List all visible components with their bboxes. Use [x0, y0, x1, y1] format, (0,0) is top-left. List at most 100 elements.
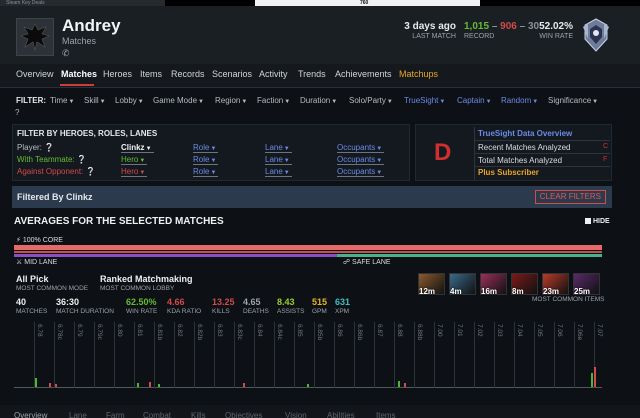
item-time: 23m	[543, 287, 560, 296]
subtab-farm[interactable]: Farm	[106, 411, 125, 418]
tab-overview[interactable]: Overview	[16, 69, 54, 79]
subtab-vision[interactable]: Vision	[285, 411, 307, 418]
filter-random-label: Random	[501, 96, 532, 105]
match-mark[interactable]	[148, 382, 151, 387]
filter-captain[interactable]: Captain▼	[457, 96, 492, 105]
subtab-overview[interactable]: Overview	[14, 411, 47, 418]
match-mark[interactable]	[403, 383, 406, 387]
tab-heroes[interactable]: Heroes	[103, 69, 133, 79]
core-bar	[14, 245, 602, 250]
core-percent: 100% CORE	[22, 237, 63, 244]
match-mark[interactable]	[242, 383, 245, 387]
plus-subscriber-link[interactable]: Plus Subscriber	[478, 168, 539, 177]
filter-time[interactable]: Time▼	[50, 96, 74, 105]
top-strip-left-tab[interactable]: Steam Key Deals	[0, 0, 165, 6]
subtab-items[interactable]: Items	[376, 411, 396, 418]
match-mark[interactable]	[157, 384, 160, 387]
filter-faction[interactable]: Faction▼	[257, 96, 290, 105]
filter-lobby[interactable]: Lobby▼	[115, 96, 144, 105]
tab-matchups[interactable]: Matchups	[399, 69, 439, 79]
filter-duration-label: Duration	[300, 96, 331, 105]
phone-icon[interactable]: ✆	[62, 48, 70, 58]
tab-scenarios[interactable]: Scenarios	[212, 69, 253, 79]
subtab-kills[interactable]: Kills	[191, 411, 206, 418]
tab-trends[interactable]: Trends	[298, 69, 326, 79]
teammate-hero-dropdown[interactable]: Hero▼	[121, 155, 148, 165]
help-icon[interactable]: ❔	[76, 155, 87, 164]
opponent-lane-dropdown[interactable]: Lane▼	[265, 167, 292, 177]
teammate-occupants-value: Occupants	[337, 155, 376, 164]
hero-filter-title: FILTER BY HEROES, ROLES, LANES	[17, 129, 158, 138]
opponent-role-dropdown[interactable]: Role▼	[193, 167, 219, 177]
match-mark[interactable]	[137, 383, 140, 387]
avg-stat-label: WIN RATE	[126, 308, 158, 315]
opponent-hero-dropdown[interactable]: Hero▼	[121, 167, 148, 177]
subtab-objectives[interactable]: Objectives	[225, 411, 263, 418]
match-subnav: Overview Lane Farm Combat Kills Objectives Vis…	[0, 405, 640, 418]
item-icon[interactable]	[449, 273, 476, 295]
record-sep-2: –	[519, 21, 526, 32]
tab-matches[interactable]: Matches	[61, 69, 98, 79]
subtab-abilities[interactable]: Abilities	[327, 411, 355, 418]
help-icon[interactable]: ?	[15, 108, 20, 117]
chevron-down-icon: ▼	[485, 99, 492, 105]
tab-records[interactable]: Records	[171, 69, 205, 79]
avatar[interactable]	[16, 18, 54, 56]
opponent-occupants-dropdown[interactable]: Occupants▼	[337, 167, 385, 177]
player-occupants-dropdown[interactable]: Occupants▼	[337, 143, 385, 153]
match-mark[interactable]	[307, 384, 309, 387]
filter-significance[interactable]: Significance▼	[548, 96, 598, 105]
match-mark[interactable]	[591, 373, 594, 387]
match-mark[interactable]	[34, 378, 37, 387]
avg-stat-assists: 8.43 ASSISTS	[277, 297, 304, 315]
patch-label: 7.05	[536, 324, 543, 337]
hide-button[interactable]: HIDE	[585, 218, 610, 225]
chevron-down-icon: ▼	[331, 99, 338, 105]
item-icon[interactable]	[573, 273, 600, 295]
subtab-lane[interactable]: Lane	[69, 411, 87, 418]
top-strip-right-tab[interactable]: 760	[255, 0, 480, 6]
match-mark[interactable]	[55, 384, 58, 387]
subtab-combat[interactable]: Combat	[143, 411, 172, 418]
avg-stat-win-rate: 62.50% WIN RATE	[126, 297, 157, 315]
filter-truesight[interactable]: TrueSight▼	[404, 96, 445, 105]
tab-items[interactable]: Items	[140, 69, 163, 79]
item-icon[interactable]	[418, 273, 445, 295]
filter-duration[interactable]: Duration▼	[300, 96, 337, 105]
filter-game-mode[interactable]: Game Mode▼	[153, 96, 204, 105]
filter-skill[interactable]: Skill▼	[84, 96, 106, 105]
chevron-down-icon: ▼	[210, 170, 217, 176]
teammate-lane-dropdown[interactable]: Lane▼	[265, 155, 292, 165]
patch-line	[574, 322, 575, 388]
patch-line	[314, 322, 315, 388]
player-role-dropdown[interactable]: Role▼	[193, 143, 219, 153]
filter-solo-party[interactable]: Solo/Party▼	[349, 96, 393, 105]
item-icon[interactable]	[542, 273, 569, 295]
player-hero-value: Clinkz	[121, 143, 145, 152]
filter-random[interactable]: Random▼	[501, 96, 538, 105]
teammate-occupants-dropdown[interactable]: Occupants▼	[337, 155, 385, 165]
item-icon[interactable]	[511, 273, 538, 295]
help-icon[interactable]: ❔	[44, 143, 55, 152]
truesight-title[interactable]: TrueSight Data Overview	[478, 129, 573, 138]
tab-activity[interactable]: Activity	[259, 69, 288, 79]
avg-stat-label: ASSISTS	[277, 308, 305, 315]
avg-stat-label: XPM	[335, 308, 350, 315]
player-hero-dropdown[interactable]: Clinkz▼	[121, 143, 154, 153]
tab-achievements[interactable]: Achievements	[335, 69, 392, 79]
match-mark[interactable]	[594, 367, 597, 387]
truesight-separator	[474, 140, 610, 141]
rank-medal-icon[interactable]	[581, 17, 611, 55]
chevron-down-icon: ▼	[376, 158, 383, 164]
teammate-role-dropdown[interactable]: Role▼	[193, 155, 219, 165]
chevron-down-icon: ▼	[210, 158, 217, 164]
player-lane-dropdown[interactable]: Lane▼	[265, 143, 292, 153]
help-icon[interactable]: ❔	[85, 167, 96, 176]
clear-filters-button[interactable]: CLEAR FILTERS	[534, 190, 606, 204]
item-icon[interactable]	[480, 273, 507, 295]
patch-line	[94, 322, 95, 388]
match-mark[interactable]	[397, 381, 400, 387]
match-mark[interactable]	[49, 383, 52, 387]
filter-region[interactable]: Region▼	[215, 96, 247, 105]
common-lobby: Ranked Matchmaking MOST COMMON LOBBY	[100, 274, 193, 292]
